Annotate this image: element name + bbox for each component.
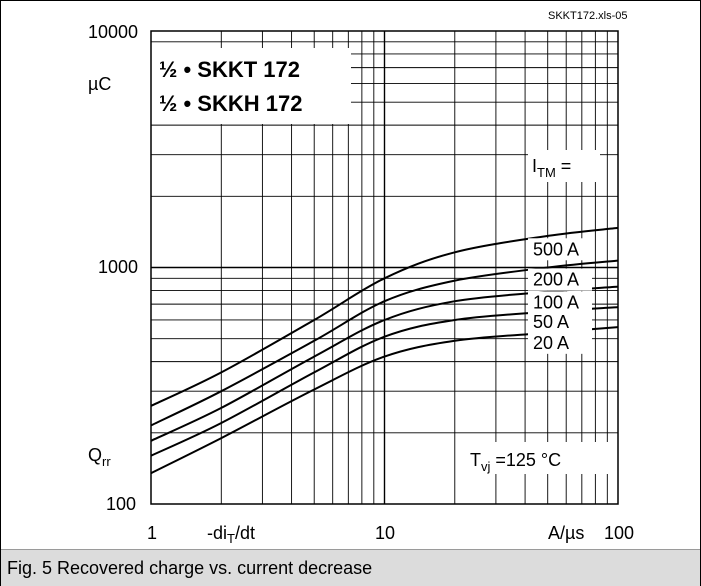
- series-label-50a: 50 A: [533, 312, 569, 332]
- x-unit-label: A/µs: [548, 523, 584, 543]
- series-label-bg-100a: [528, 291, 592, 314]
- title-line-1: ½ • SKKT 172: [159, 57, 300, 82]
- y-tick-label-1000: 1000: [98, 257, 138, 277]
- x-tick-label-10: 10: [375, 523, 395, 543]
- series-label-500a: 500 A: [533, 239, 579, 259]
- series-label-200a: 200 A: [533, 270, 579, 290]
- recovered-charge-chart: ½ • SKKT 172 ½ • SKKH 172 SKKT172.xls-05…: [88, 10, 634, 546]
- y-tick-label-10000: 10000: [88, 22, 138, 42]
- title-box: [151, 48, 351, 124]
- y-unit-label: µC: [88, 74, 111, 94]
- x-tick-label-1: 1: [147, 523, 157, 543]
- figure-caption: Fig. 5 Recovered charge vs. current decr…: [7, 558, 373, 578]
- series-line-500a: [150, 226, 619, 407]
- series-label-bg-20a: [528, 331, 592, 354]
- legend-title: ITM =: [532, 156, 571, 180]
- series-label-20a: 20 A: [533, 333, 569, 353]
- title-line-2: ½ • SKKH 172: [159, 91, 302, 116]
- series-label-bg-500a: [528, 238, 592, 261]
- caption-bar: Fig. 5 Recovered charge vs. current decr…: [1, 549, 700, 586]
- file-label: SKKT172.xls-05: [548, 10, 627, 22]
- legend-title-box: [528, 150, 600, 182]
- series-label-bg-200a: [528, 268, 592, 291]
- series-label-100a: 100 A: [533, 292, 579, 312]
- y-tick-label-100: 100: [106, 494, 136, 514]
- plot-frame: [150, 30, 619, 505]
- condition-label: Tvj =125 °C: [470, 450, 561, 474]
- grid-layer: [151, 31, 618, 504]
- series-line-200a: [150, 259, 619, 427]
- condition-box: [466, 442, 610, 474]
- x-tick-label-100: 100: [604, 523, 634, 543]
- x-axis-label: -diT/dt: [207, 523, 255, 546]
- series-label-bg-50a: [528, 310, 592, 333]
- y-axis-label: Qrr: [88, 445, 111, 469]
